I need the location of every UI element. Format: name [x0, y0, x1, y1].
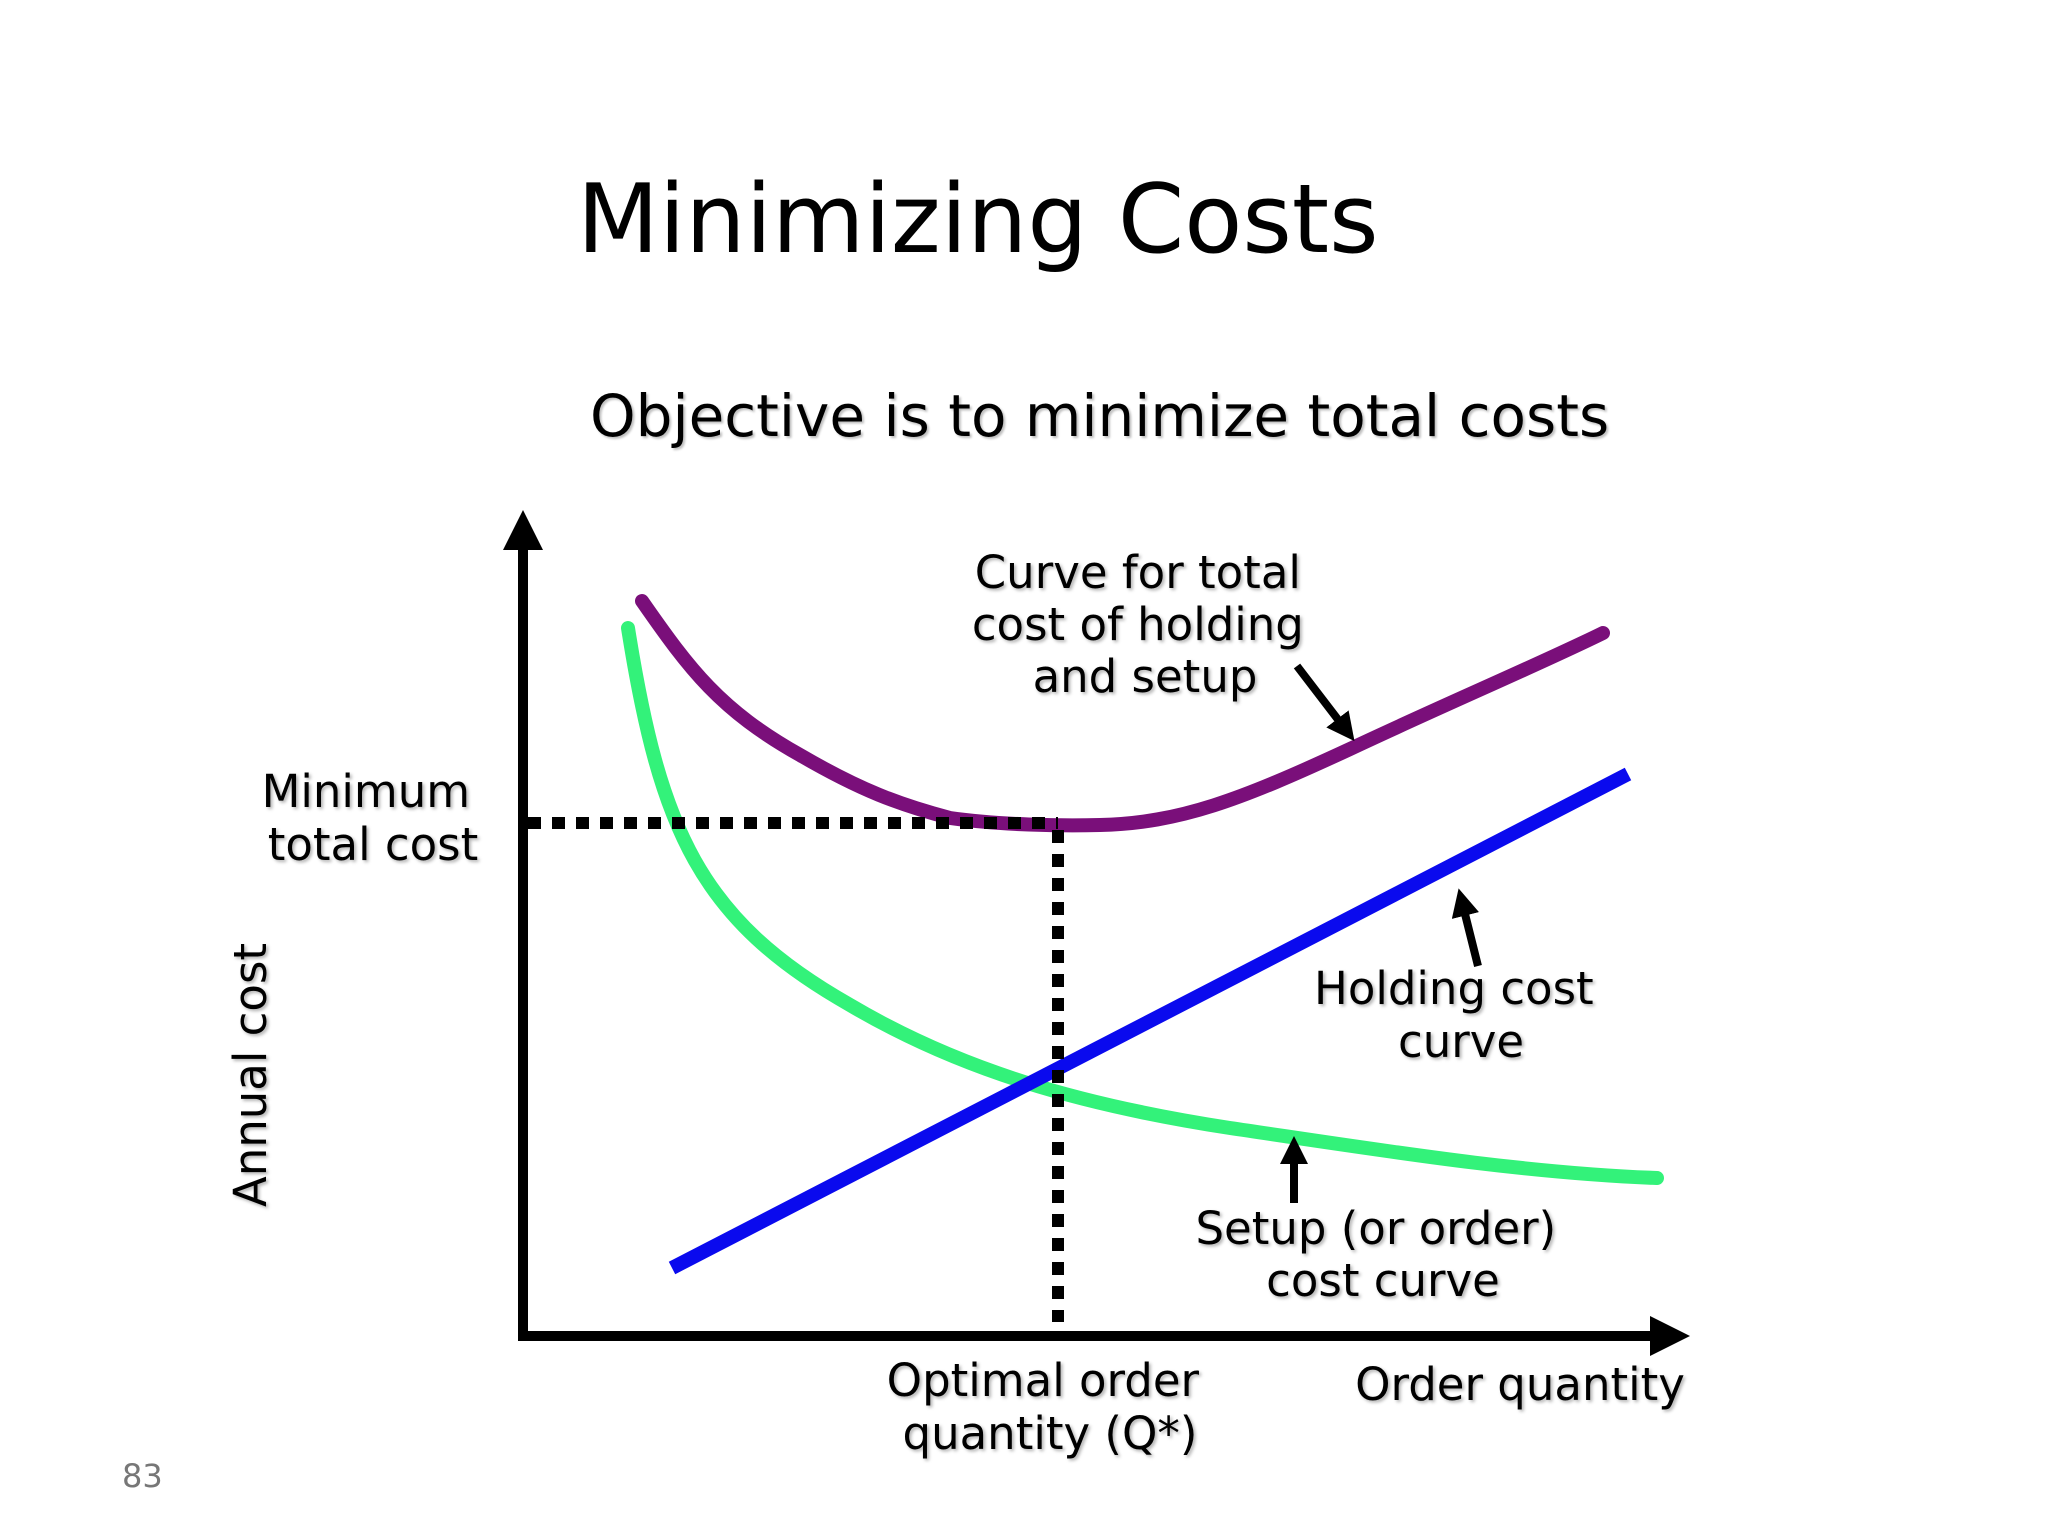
- setup-label-line-1: Setup (or order): [1195, 1202, 1556, 1255]
- total-cost-label-line-2: cost of holding: [972, 598, 1304, 651]
- min-total-cost-label: Minimum total cost: [262, 765, 485, 871]
- total-cost-curve: [635, 594, 1610, 833]
- slide-subtitle: Objective is to minimize total costs: [590, 382, 1610, 450]
- x-axis-label: Order quantity: [1355, 1358, 1685, 1411]
- optimal-quantity-label: Optimal order quantity (Q*): [887, 1354, 1214, 1460]
- holding-cost-callout-arrow: [1451, 888, 1482, 967]
- holding-label-line-1: Holding cost: [1314, 962, 1594, 1015]
- slide-title: Minimizing Costs: [577, 165, 1379, 275]
- min-total-cost-line-1: Minimum: [262, 765, 471, 818]
- total-cost-label-line-1: Curve for total: [975, 546, 1301, 599]
- total-cost-curve-label: Curve for total cost of holding and setu…: [972, 546, 1318, 703]
- y-axis-label: Annual cost: [224, 943, 277, 1207]
- total-cost-label-line-3: and setup: [1033, 650, 1258, 703]
- holding-cost-curve-label: Holding cost curve: [1314, 962, 1608, 1068]
- total-cost-callout-arrow: [1293, 663, 1355, 742]
- min-total-cost-line-2: total cost: [268, 818, 479, 871]
- holding-cost-curve: [668, 767, 1632, 1275]
- optimal-label-line-1: Optimal order: [887, 1354, 1200, 1407]
- setup-cost-curve: [621, 621, 1664, 1185]
- holding-label-line-2: curve: [1398, 1015, 1524, 1068]
- setup-label-line-2: cost curve: [1266, 1254, 1500, 1307]
- optimal-label-line-2: quantity (Q*): [903, 1407, 1198, 1460]
- page-number: 83: [122, 1457, 163, 1495]
- setup-cost-curve-label: Setup (or order) cost curve: [1195, 1202, 1570, 1307]
